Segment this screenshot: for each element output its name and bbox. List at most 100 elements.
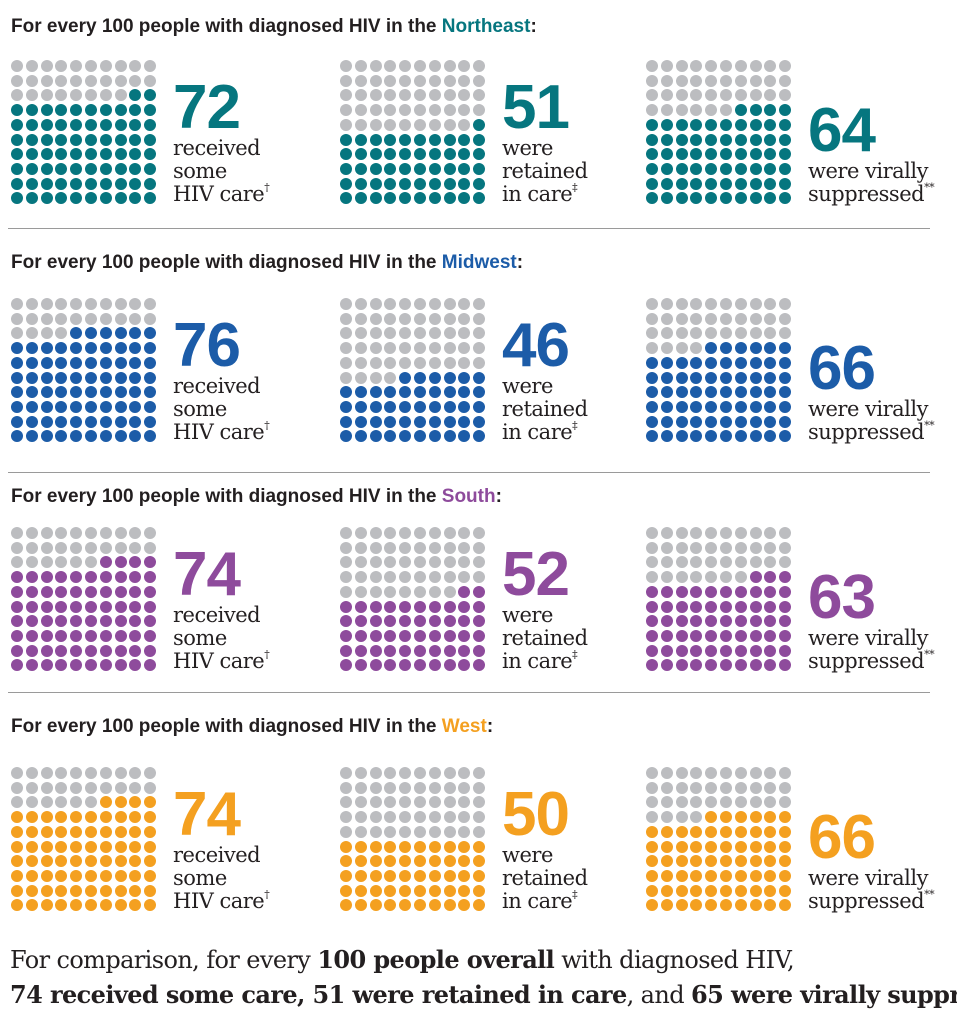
empty-dot — [458, 796, 471, 809]
filled-dot — [340, 148, 352, 161]
filled-dot — [70, 386, 83, 399]
filled-dot — [675, 400, 688, 413]
waffle-grid — [11, 767, 159, 912]
empty-dot — [40, 781, 53, 794]
footnote-mark: † — [264, 419, 270, 432]
empty-dot — [25, 298, 38, 310]
waffle-text: 63 were virally suppressed** — [808, 527, 935, 673]
filled-dot — [25, 371, 38, 384]
filled-dot — [414, 884, 426, 897]
filled-dot — [660, 430, 673, 443]
filled-dot — [85, 615, 97, 628]
filled-dot — [660, 615, 673, 628]
empty-dot — [705, 312, 718, 325]
filled-dot — [354, 415, 367, 428]
filled-dot — [473, 899, 486, 912]
empty-dot — [25, 556, 38, 569]
filled-dot — [85, 400, 97, 413]
footnote-mark: ** — [924, 181, 935, 194]
empty-dot — [55, 781, 68, 794]
value-label: retained — [502, 626, 588, 650]
empty-dot — [675, 541, 688, 554]
empty-dot — [369, 527, 382, 539]
filled-dot — [414, 600, 426, 613]
filled-dot — [443, 400, 456, 413]
filled-dot — [443, 659, 456, 672]
filled-dot — [660, 899, 673, 912]
filled-dot — [99, 615, 112, 628]
empty-dot — [646, 811, 658, 824]
filled-dot — [443, 148, 456, 161]
filled-dot — [720, 585, 732, 598]
filled-dot — [414, 615, 426, 628]
filled-dot — [690, 118, 703, 131]
section-title: For every 100 people with diagnosed HIV … — [11, 16, 537, 38]
filled-dot — [660, 585, 673, 598]
filled-dot — [25, 629, 38, 642]
filled-dot — [85, 840, 97, 853]
filled-dot — [675, 118, 688, 131]
empty-dot — [354, 781, 367, 794]
filled-dot — [114, 400, 127, 413]
filled-dot — [129, 89, 142, 102]
title-prefix: For every 100 people with diagnosed HIV … — [11, 716, 442, 737]
filled-dot — [129, 415, 142, 428]
filled-dot — [40, 644, 53, 657]
filled-dot — [414, 192, 426, 205]
empty-dot — [11, 767, 23, 779]
waffle-grid — [340, 60, 488, 205]
filled-dot — [70, 133, 83, 146]
filled-dot — [114, 600, 127, 613]
filled-dot — [144, 825, 157, 838]
filled-dot — [428, 600, 441, 613]
empty-dot — [369, 356, 382, 369]
empty-dot — [443, 312, 456, 325]
filled-dot — [129, 659, 142, 672]
filled-dot — [646, 415, 658, 428]
empty-dot — [473, 298, 486, 310]
filled-dot — [414, 430, 426, 443]
filled-dot — [414, 133, 426, 146]
filled-dot — [144, 811, 157, 824]
footnote-mark: ** — [924, 419, 935, 432]
empty-dot — [764, 298, 777, 310]
filled-dot — [25, 177, 38, 190]
title-prefix: For every 100 people with diagnosed HIV … — [11, 16, 442, 37]
filled-dot — [55, 585, 68, 598]
filled-dot — [443, 899, 456, 912]
empty-dot — [70, 781, 83, 794]
filled-dot — [660, 192, 673, 205]
value-label: in care‡ — [502, 181, 578, 206]
empty-dot — [675, 796, 688, 809]
filled-dot — [340, 869, 352, 882]
filled-dot — [414, 371, 426, 384]
filled-dot — [11, 177, 23, 190]
filled-dot — [99, 118, 112, 131]
empty-dot — [646, 781, 658, 794]
empty-dot — [705, 541, 718, 554]
empty-dot — [384, 541, 397, 554]
filled-dot — [11, 840, 23, 853]
filled-dot — [40, 899, 53, 912]
empty-dot — [144, 527, 157, 539]
filled-dot — [690, 600, 703, 613]
value-label: were virally — [808, 397, 928, 421]
empty-dot — [25, 60, 38, 72]
filled-dot — [40, 356, 53, 369]
title-suffix: : — [495, 486, 502, 507]
filled-dot — [40, 162, 53, 175]
empty-dot — [458, 825, 471, 838]
filled-dot — [11, 884, 23, 897]
filled-dot — [428, 615, 441, 628]
filled-dot — [660, 600, 673, 613]
value-label: some — [173, 397, 227, 421]
filled-dot — [40, 386, 53, 399]
filled-dot — [646, 615, 658, 628]
filled-dot — [384, 400, 397, 413]
filled-dot — [660, 869, 673, 882]
empty-dot — [660, 527, 673, 539]
filled-dot — [705, 629, 718, 642]
filled-dot — [99, 585, 112, 598]
filled-dot — [414, 899, 426, 912]
filled-dot — [473, 133, 486, 146]
